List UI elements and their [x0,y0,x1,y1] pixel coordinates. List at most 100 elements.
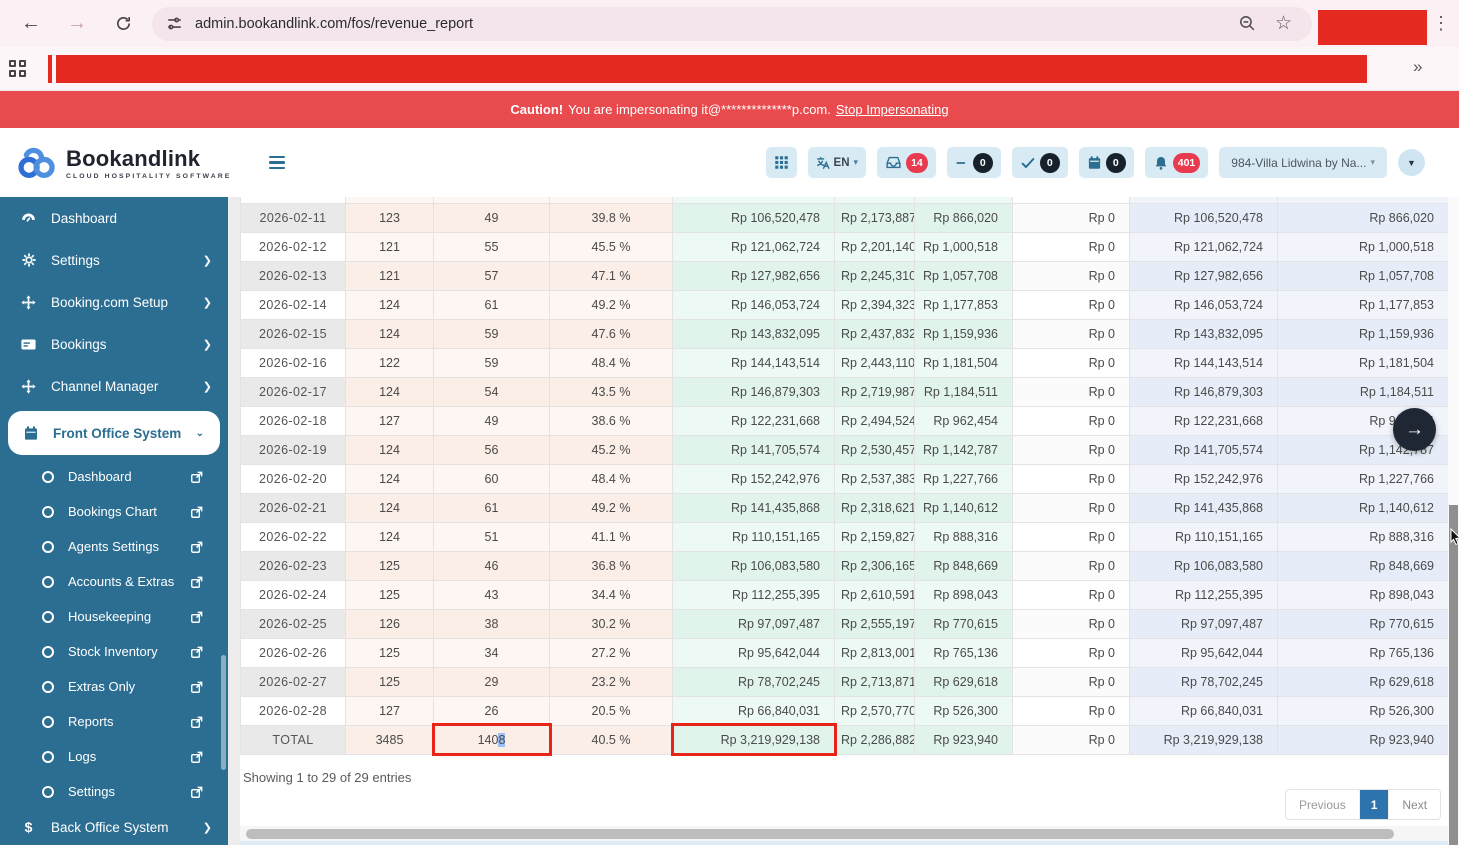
notifications-button[interactable]: 401 [1144,147,1209,178]
revenue-report-card: 2026-02-11 123 49 39.8 % Rp 106,520,478 Rp 2,… [240,197,1449,845]
forward-icon[interactable]: → [67,12,87,34]
sidebar-subitem-dashboard[interactable]: Dashboard [0,459,228,494]
table-cell: Rp 1,000,518 [1277,231,1449,262]
circle-icon [42,575,54,588]
scroll-right-floating-button[interactable]: → [1393,408,1436,451]
table-row: 2026-02-26 125 34 27.2 % Rp 95,642,044 Rp 2,8… [240,637,1449,668]
messages-button[interactable]: 14 [877,147,936,178]
external-link-icon[interactable] [190,750,204,764]
language-selector[interactable]: EN ▾ [807,147,867,178]
sidebar-item-bookings[interactable]: Bookings ❯ [0,323,228,365]
table-cell: 61 [433,492,550,523]
sidebar-subitem-agents-settings[interactable]: Agents Settings [0,529,228,564]
apps-button[interactable] [765,147,797,178]
table-cell: Rp 2,394,323 [834,289,915,320]
url-text[interactable]: admin.bookandlink.com/fos/revenue_report [195,15,474,32]
logo[interactable]: Bookandlink CLOUD HOSPITALITY SOFTWARE [14,144,231,182]
sidebar-subitem-settings[interactable]: Settings [0,774,228,809]
external-link-icon[interactable] [190,505,204,519]
table-cell: 38.6 % [549,405,673,436]
table-cell: Rp 770,615 [1277,608,1449,639]
back-icon[interactable]: ← [21,12,41,34]
table-cell: Rp 121,062,724 [672,231,835,262]
table-cell: Rp 2,318,621 [834,492,915,523]
table-cell: Rp 866,020 [914,202,1013,233]
sidebar: Dashboard Settings ❯ Booking.com Setup ❯… [0,197,228,845]
page-1-button[interactable]: 1 [1359,790,1390,819]
external-link-icon[interactable] [190,785,204,799]
table-cell: Rp 106,083,580 [1129,550,1278,581]
calendar-counter-button[interactable]: 0 [1078,147,1134,178]
sidebar-item-front-office-system[interactable]: Front Office System ⌄ [8,411,220,455]
table-cell: Rp 78,702,245 [672,666,835,697]
browser-menu-icon[interactable]: ⋮ [1432,13,1450,33]
sidebar-subitem-bookings-chart[interactable]: Bookings Chart [0,494,228,529]
table-cell: 55 [433,231,550,262]
header-dropdown-button[interactable]: ▼ [1398,149,1425,176]
chevron-right-icon: ❯ [202,338,212,351]
minus-counter-button[interactable]: 0 [946,147,1001,178]
bookmarks-overflow-icon[interactable]: » [1413,57,1423,76]
table-row: 2026-02-24 125 43 34.4 % Rp 112,255,395 Rp 2,… [240,579,1449,610]
circle-icon [42,610,54,623]
sidebar-item-channel-manager[interactable]: Channel Manager ❯ [0,365,228,407]
table-cell: 127 [345,695,434,726]
table-cell: Rp 1,057,708 [1277,260,1449,291]
property-selector[interactable]: 984-Villa Lidwina by Na... ▾ [1219,147,1387,178]
table-cell: Rp 143,832,095 [672,318,835,349]
table-cell: 48.4 % [549,347,673,378]
table-cell: Rp 629,618 [914,666,1013,697]
table-cell: 125 [345,666,434,697]
reload-icon[interactable] [106,7,140,41]
previous-page-button[interactable]: Previous [1286,790,1360,819]
sidebar-item-dashboard[interactable]: Dashboard [0,197,228,239]
table-cell: 2026-02-16 [240,347,346,378]
sidebar-item-back-office-system[interactable]: $ Back Office System ❯ [0,809,228,845]
table-cell: Rp 1,177,853 [1277,289,1449,320]
bookmark-star-icon[interactable]: ☆ [1274,13,1292,34]
sidebar-item-bookingcom-setup[interactable]: Booking.com Setup ❯ [0,281,228,323]
sidebar-subitem-housekeeping[interactable]: Housekeeping [0,599,228,634]
table-cell: Rp 2,494,524 [834,405,915,436]
bookings-card-icon [20,336,37,353]
apps-grid-icon[interactable] [9,59,27,78]
sidebar-subitem-accounts-extras[interactable]: Accounts & Extras [0,564,228,599]
table-cell: Rp 0 [1012,637,1130,668]
check-counter-button[interactable]: 0 [1011,147,1068,178]
table-cell: 61 [433,289,550,320]
horizontal-scrollbar-thumb[interactable] [246,829,1394,839]
table-cell: Rp 0 [1012,318,1130,349]
sidebar-item-settings[interactable]: Settings ❯ [0,239,228,281]
table-cell: 29 [433,666,550,697]
sidebar-subitem-extras-only[interactable]: Extras Only [0,669,228,704]
sidebar-subitem-reports[interactable]: Reports [0,704,228,739]
site-settings-icon[interactable] [166,15,183,32]
table-cell: Rp 1,000,518 [914,231,1013,262]
chevron-right-icon: ❯ [202,296,212,309]
external-link-icon[interactable] [190,575,204,589]
external-link-icon[interactable] [190,610,204,624]
external-link-icon[interactable] [190,470,204,484]
table-cell: Rp 526,300 [914,695,1013,726]
table-cell: 3485 [345,724,434,755]
next-page-button[interactable]: Next [1389,790,1441,819]
table-cell: Rp 0 [1012,434,1130,465]
sidebar-scrollbar[interactable] [221,655,226,770]
table-cell: 2026-02-11 [240,202,346,233]
sidebar-subitem-stock-inventory[interactable]: Stock Inventory [0,634,228,669]
sidebar-subitem-logs[interactable]: Logs [0,739,228,774]
external-link-icon[interactable] [190,680,204,694]
hamburger-menu-icon[interactable] [269,155,286,170]
external-link-icon[interactable] [190,645,204,659]
zoom-out-icon[interactable] [1238,14,1257,33]
vertical-scrollbar-thumb[interactable] [1449,505,1458,845]
table-cell: Rp 78,702,245 [1129,666,1278,697]
external-link-icon[interactable] [190,540,204,554]
table-row: 2026-02-14 124 61 49.2 % Rp 146,053,724 Rp 2,… [240,289,1449,320]
table-cell: 124 [345,463,434,494]
stop-impersonating-link[interactable]: Stop Impersonating [835,102,949,117]
table-cell: Rp 106,520,478 [1129,202,1278,233]
table-cell: 125 [345,579,434,610]
external-link-icon[interactable] [190,715,204,729]
address-bar[interactable]: admin.bookandlink.com/fos/revenue_report… [152,6,1312,41]
